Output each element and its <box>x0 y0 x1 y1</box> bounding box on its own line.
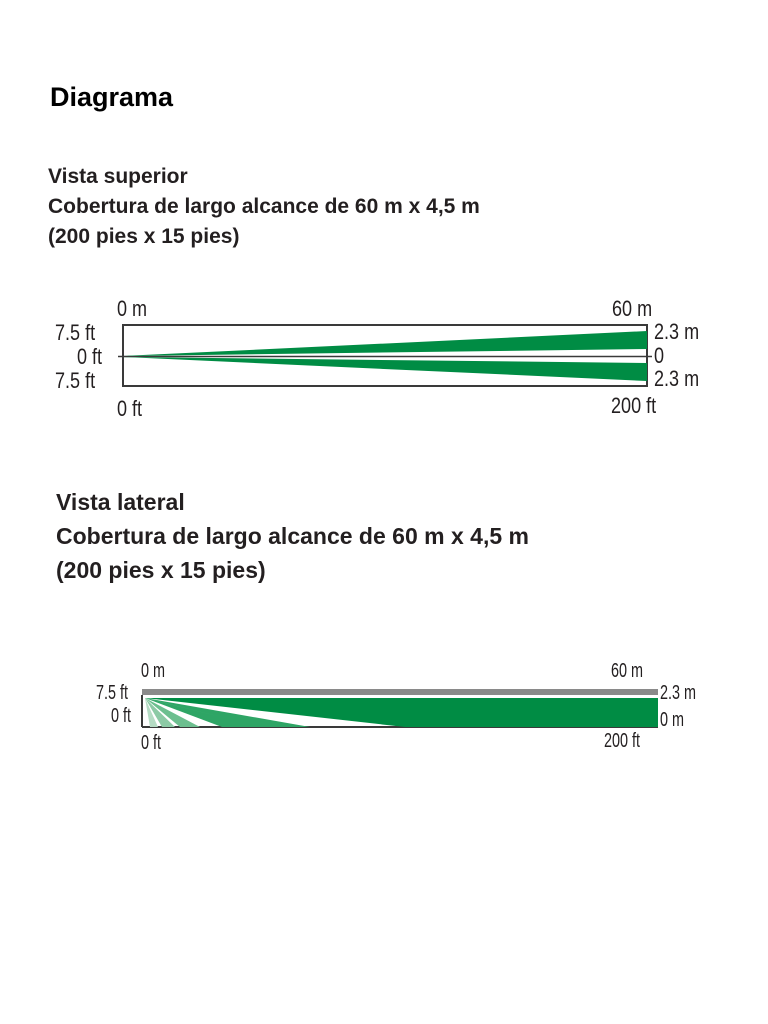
top-start-ft: 0 ft <box>117 396 143 421</box>
side-start-m: 0 m <box>141 660 166 682</box>
top-right-bottom: 2.3 m <box>654 366 700 391</box>
side-view-diagram <box>141 689 658 728</box>
top-left-bottom: 7.5 ft <box>55 368 96 393</box>
top-view-dimensions: (200 pies x 15 pies) <box>48 225 240 248</box>
side-right-bottom: 0 m <box>660 709 685 731</box>
top-view-diagram <box>118 324 652 387</box>
top-view-box <box>122 324 648 387</box>
side-end-m: 60 m <box>611 660 644 682</box>
top-end-m: 60 m <box>612 296 653 321</box>
side-view-beam-light3 <box>145 698 158 727</box>
top-left-top: 7.5 ft <box>55 320 96 345</box>
top-view-coverage: Cobertura de largo alcance de 60 m x 4,5… <box>48 195 480 218</box>
side-view-beam-light1 <box>145 698 200 727</box>
top-end-ft: 200 ft <box>611 393 657 418</box>
side-view-beam-main <box>145 698 658 727</box>
top-view-beam-lower <box>123 357 647 381</box>
side-view-coverage: Cobertura de largo alcance de 60 m x 4,5… <box>56 523 529 549</box>
side-view-dimensions: (200 pies x 15 pies) <box>56 557 266 583</box>
top-view-beam-upper <box>123 331 647 356</box>
top-view-title: Vista superior <box>48 165 188 188</box>
top-right-mid: 0 <box>654 343 665 368</box>
top-left-mid: 0 ft <box>77 344 103 369</box>
side-left-bottom: 0 ft <box>111 705 132 727</box>
side-view-beam-long <box>145 698 310 727</box>
side-right-top: 2.3 m <box>660 682 697 704</box>
side-view-ceiling <box>142 689 658 695</box>
top-start-m: 0 m <box>117 296 148 321</box>
side-left-top: 7.5 ft <box>96 682 129 704</box>
top-right-top: 2.3 m <box>654 319 700 344</box>
side-view-beam-light2 <box>145 698 175 727</box>
page-title: Diagrama <box>50 82 174 112</box>
side-end-ft: 200 ft <box>604 730 641 752</box>
side-view-title: Vista lateral <box>56 489 185 515</box>
side-start-ft: 0 ft <box>141 732 162 754</box>
